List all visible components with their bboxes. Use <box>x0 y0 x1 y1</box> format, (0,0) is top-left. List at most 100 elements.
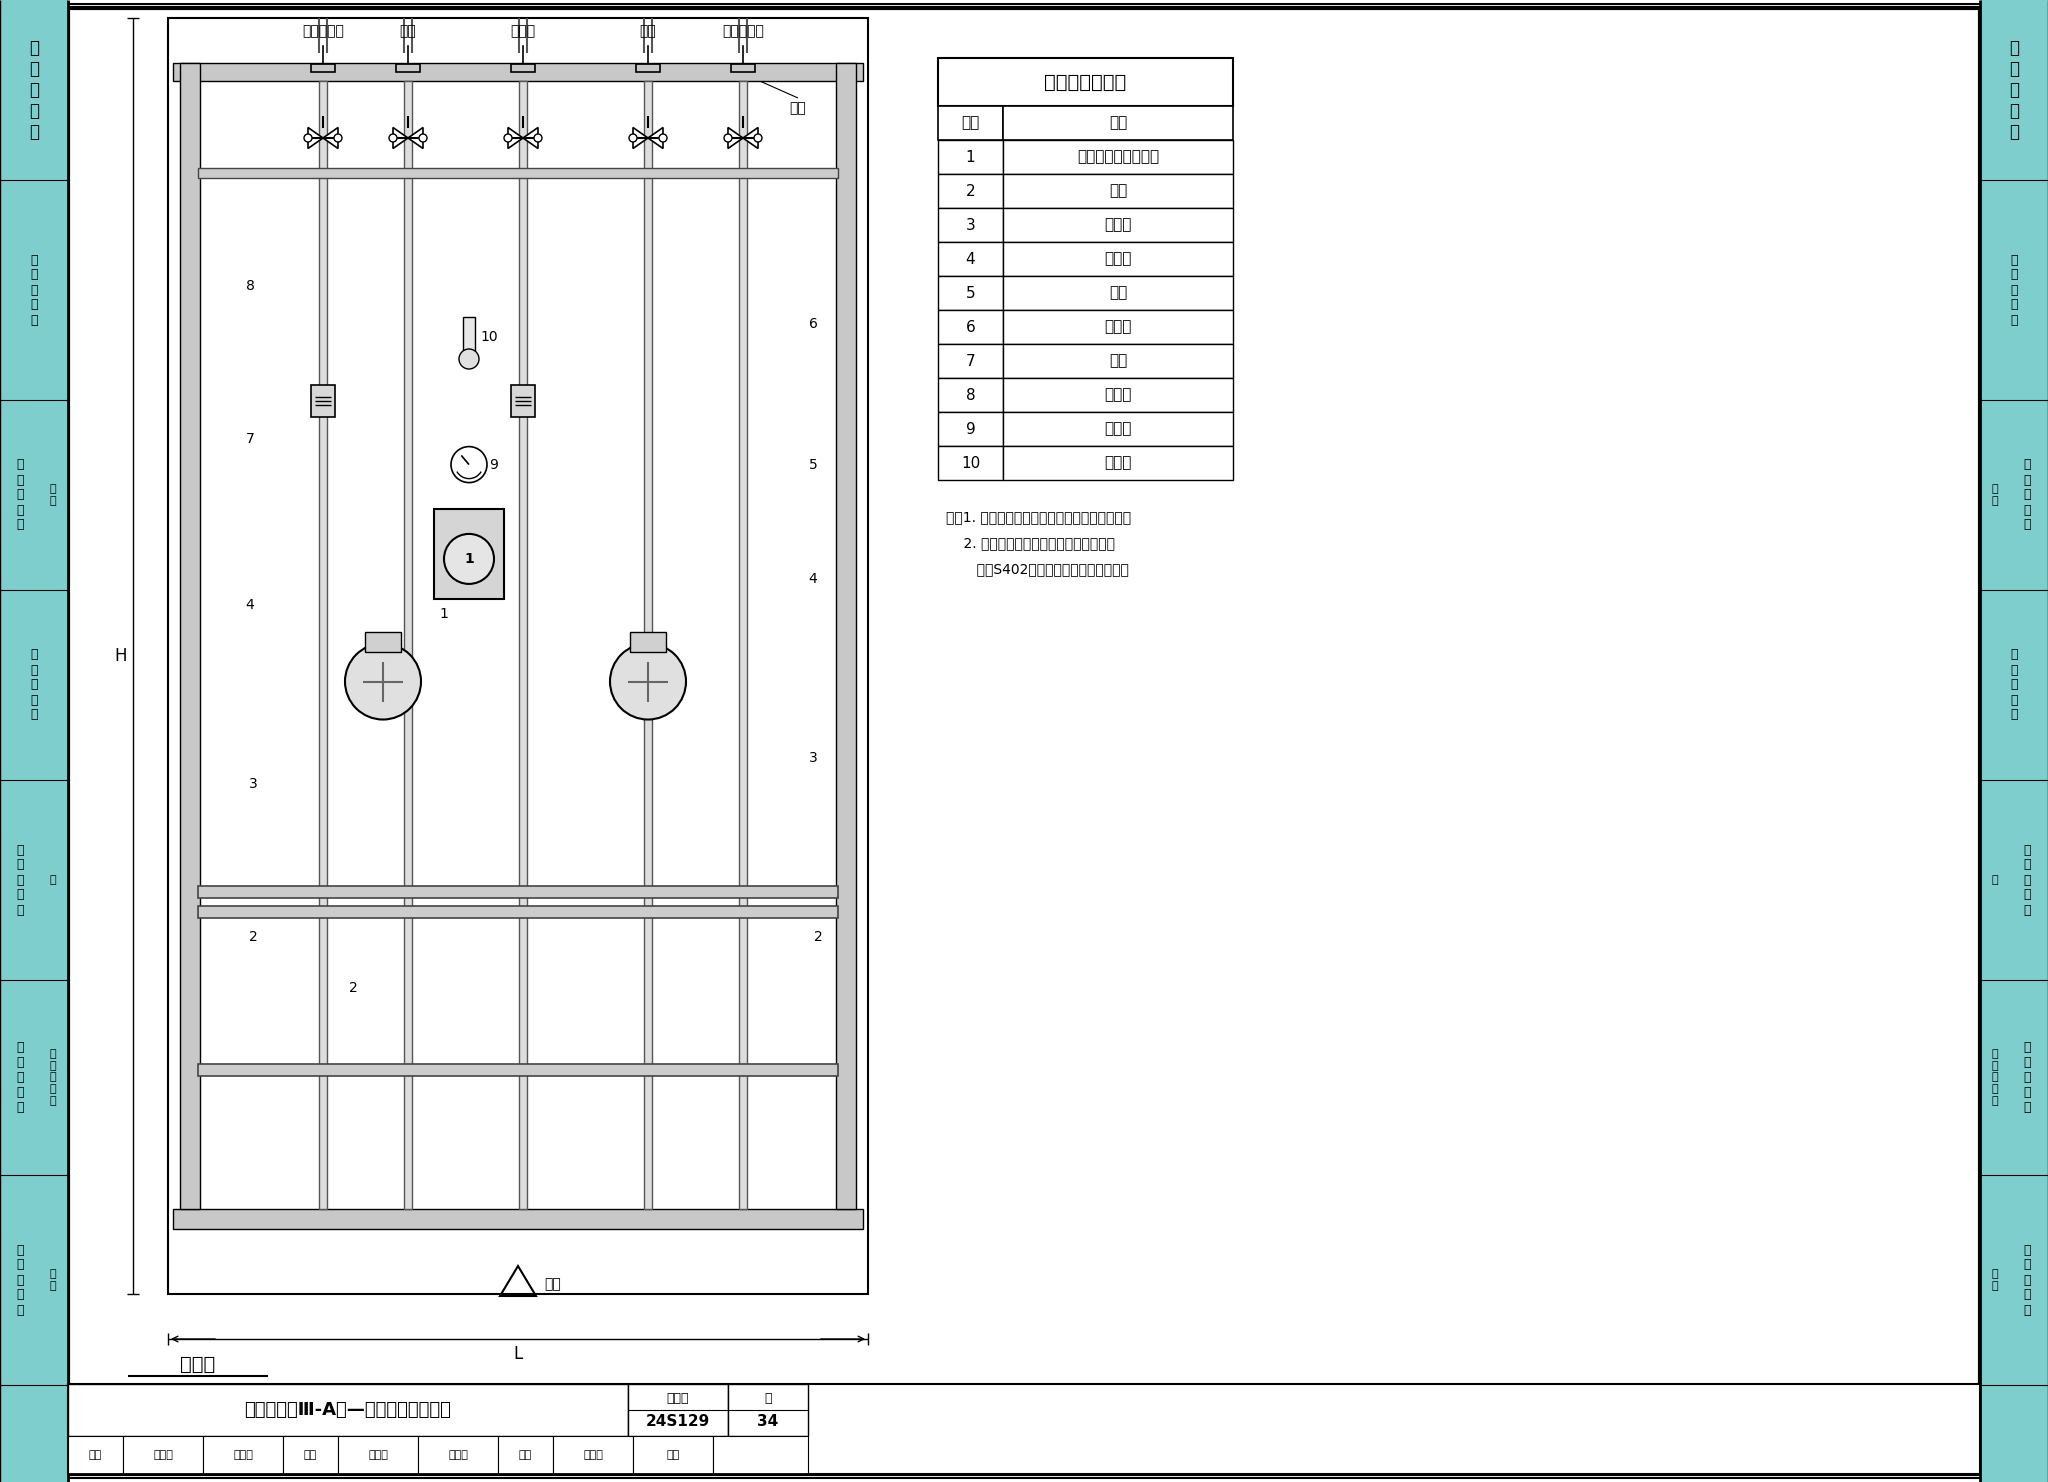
Bar <box>938 173 1004 207</box>
Circle shape <box>303 133 311 142</box>
Circle shape <box>725 133 731 142</box>
Text: 脉
冲
阻
垢
器: 脉 冲 阻 垢 器 <box>2023 843 2032 916</box>
Bar <box>199 167 838 178</box>
Bar <box>643 82 651 1209</box>
Bar <box>338 1436 418 1475</box>
Bar <box>727 1384 809 1436</box>
Bar <box>123 1436 203 1475</box>
Text: 热
水
循
环
泵: 热 水 循 环 泵 <box>2011 649 2017 722</box>
Text: 止回阀: 止回阀 <box>1104 387 1133 403</box>
Bar <box>434 508 504 599</box>
Text: 管卡: 管卡 <box>791 101 807 116</box>
Bar <box>1004 173 1233 207</box>
Bar <box>938 276 1004 310</box>
Text: 张燕平: 张燕平 <box>154 1449 172 1460</box>
Bar <box>713 1436 809 1475</box>
Bar <box>938 344 1004 378</box>
Bar <box>631 631 666 652</box>
Bar <box>283 1436 338 1475</box>
Bar <box>512 64 535 73</box>
Text: 恒温混合阀Ⅲ-A型—单阀组合式安装图: 恒温混合阀Ⅲ-A型—单阀组合式安装图 <box>244 1400 451 1418</box>
Bar <box>739 82 748 1209</box>
Text: 恒
温
混
合
阀: 恒 温 混 合 阀 <box>29 40 39 141</box>
Bar <box>319 82 328 1209</box>
Polygon shape <box>727 127 743 148</box>
Bar <box>731 64 756 73</box>
Text: 序号: 序号 <box>961 116 979 130</box>
Text: 设计: 设计 <box>518 1449 532 1460</box>
Bar <box>938 207 1004 242</box>
Text: 胶
囊
膨
胀
罐: 胶 囊 膨 胀 罐 <box>2023 1243 2032 1316</box>
Bar <box>938 107 1004 139</box>
Bar <box>836 64 856 1209</box>
Bar <box>172 64 862 82</box>
Bar <box>199 1064 838 1076</box>
Text: 恒温水: 恒温水 <box>510 24 537 39</box>
Text: 再循环回水: 再循环回水 <box>723 24 764 39</box>
Text: 主要设备编号表: 主要设备编号表 <box>1044 73 1126 92</box>
Bar <box>1004 207 1233 242</box>
Text: 签名: 签名 <box>666 1449 680 1460</box>
Polygon shape <box>408 127 424 148</box>
Text: 立
式: 立 式 <box>1991 1269 1999 1291</box>
Text: 数字式再循环混合阀: 数字式再循环混合阀 <box>1077 150 1159 165</box>
Text: 热
水
专
用
消: 热 水 专 用 消 <box>1991 1049 1999 1106</box>
Text: 李建业: 李建业 <box>369 1449 387 1460</box>
Text: 5: 5 <box>809 458 817 471</box>
Bar <box>311 64 336 73</box>
Bar <box>203 1436 283 1475</box>
Text: 6: 6 <box>965 320 975 335</box>
Bar <box>199 906 838 917</box>
Bar <box>512 385 535 416</box>
Text: 图集S402《室内管道支架及吊架》。: 图集S402《室内管道支架及吊架》。 <box>946 562 1128 576</box>
Polygon shape <box>307 127 324 148</box>
Text: 胶
囊
膨
胀
罐: 胶 囊 膨 胀 罐 <box>16 1243 25 1316</box>
Text: 立
式: 立 式 <box>49 1269 57 1291</box>
Text: 10: 10 <box>479 330 498 344</box>
Text: 24S129: 24S129 <box>645 1414 711 1430</box>
Text: 静
态: 静 态 <box>1991 485 1999 505</box>
Text: 3: 3 <box>248 777 258 790</box>
Bar <box>0 0 68 1482</box>
Text: 冷水: 冷水 <box>639 24 655 39</box>
Bar <box>633 1436 713 1475</box>
Bar <box>1004 446 1233 480</box>
Bar <box>938 58 1233 107</box>
Bar <box>68 1436 123 1475</box>
Text: 脉
冲
阻
垢
器: 脉 冲 阻 垢 器 <box>16 843 25 916</box>
Text: H: H <box>115 648 127 665</box>
Polygon shape <box>633 127 647 148</box>
Text: 9: 9 <box>965 421 975 437</box>
Polygon shape <box>324 127 338 148</box>
Text: 1: 1 <box>465 551 473 566</box>
Bar <box>637 64 659 73</box>
Circle shape <box>389 133 397 142</box>
Bar <box>498 1436 553 1475</box>
Bar <box>168 18 868 1294</box>
Text: 2: 2 <box>813 929 823 944</box>
Text: 毒
灭
菌
装
置: 毒 灭 菌 装 置 <box>16 1040 25 1114</box>
Text: 4: 4 <box>809 572 817 587</box>
Text: 球阀: 球阀 <box>1108 286 1126 301</box>
Text: 2: 2 <box>248 929 258 944</box>
Text: 审核: 审核 <box>88 1449 102 1460</box>
Bar <box>1004 310 1233 344</box>
Circle shape <box>451 446 487 483</box>
Text: 电: 电 <box>49 874 57 885</box>
Polygon shape <box>743 127 758 148</box>
Text: 毒
灭
菌
装
置: 毒 灭 菌 装 置 <box>2023 1040 2032 1114</box>
Text: 压力表: 压力表 <box>1104 421 1133 437</box>
Text: 1: 1 <box>440 608 449 621</box>
Polygon shape <box>393 127 408 148</box>
Text: 6: 6 <box>809 317 817 332</box>
Text: 2: 2 <box>348 981 356 994</box>
Text: 彩绘才: 彩绘才 <box>233 1449 254 1460</box>
Text: 10: 10 <box>961 455 981 470</box>
Bar <box>68 1384 629 1436</box>
Text: 热
水
循
环
泵: 热 水 循 环 泵 <box>31 649 37 722</box>
Bar <box>1004 412 1233 446</box>
Text: 温
控
循
环
阀: 温 控 循 环 阀 <box>31 253 37 326</box>
Text: 蝶阀: 蝶阀 <box>1108 184 1126 199</box>
Circle shape <box>459 348 479 369</box>
Bar <box>1004 242 1233 276</box>
